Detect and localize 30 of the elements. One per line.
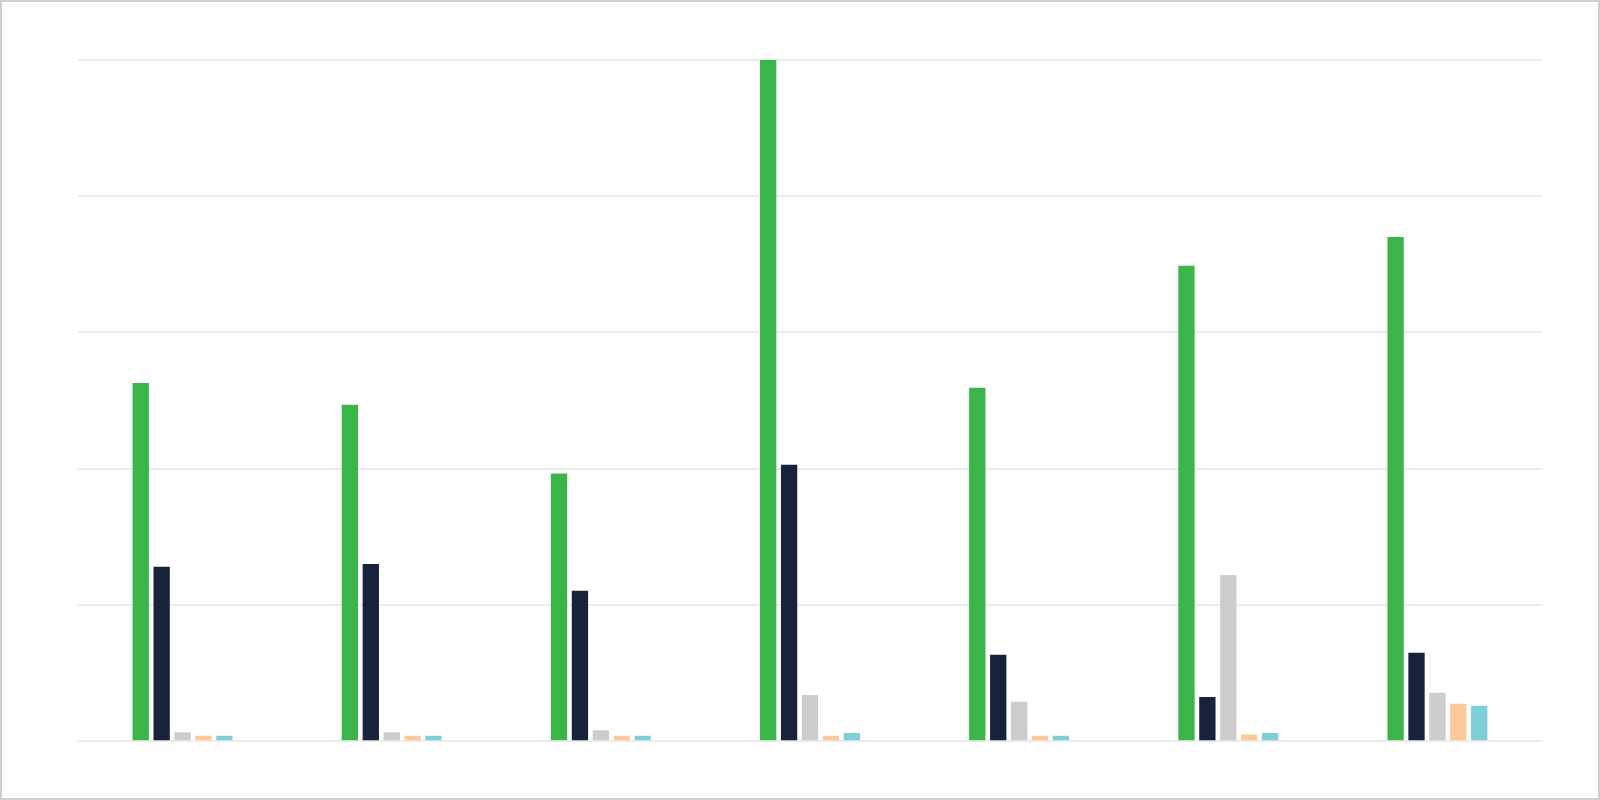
bar [550,473,568,741]
bar [1471,705,1488,741]
bar [1387,237,1404,741]
bar [216,735,233,741]
bar [404,735,421,741]
bar [132,382,149,741]
bar [425,735,442,741]
bar [362,564,379,741]
bar [801,694,819,741]
bar [1261,733,1279,741]
bar [195,735,212,741]
bar [1178,265,1195,741]
bar [571,590,589,741]
bar [1241,734,1258,741]
bar [1450,703,1467,741]
bar [1199,696,1216,741]
bar [1429,692,1446,741]
bar [1010,701,1028,741]
bar [592,730,610,741]
bar [843,733,860,741]
bar [969,387,986,741]
bar [1408,652,1425,741]
bar [174,732,191,741]
bar [153,566,170,741]
bar [1220,574,1237,741]
bar [990,654,1007,741]
bar [780,464,798,741]
bar [383,732,400,741]
bar [760,60,777,741]
bar [341,404,359,741]
